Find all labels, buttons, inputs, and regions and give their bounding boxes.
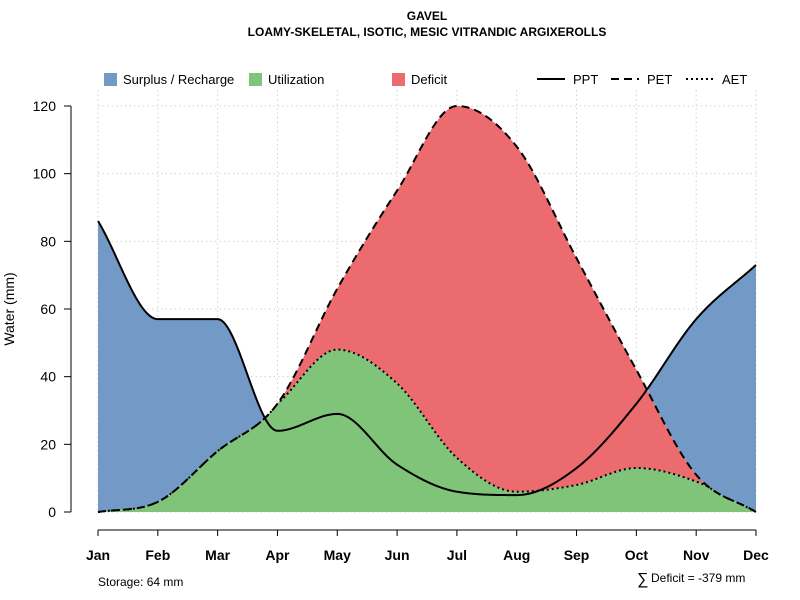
x-tick-label-oct: Oct (625, 547, 649, 563)
legend-label-utilization: Utilization (268, 72, 324, 87)
x-tick-label-feb: Feb (145, 547, 170, 563)
x-tick-label-jan: Jan (86, 547, 110, 563)
legend-label-aet: AET (722, 72, 747, 87)
axis-layer: 0 20 40 60 80 100 120 Jan Feb Mar Apr May Jun Jul Aug S… (33, 98, 769, 563)
y-tick-label-100: 100 (33, 166, 57, 182)
chart-subtitle: LOAMY-SKELETAL, ISOTIC, MESIC VITRANDIC … (248, 25, 607, 39)
x-tick-label-jun: Jun (385, 547, 410, 563)
x-tick-label-sep: Sep (564, 547, 590, 563)
legend-label-deficit: Deficit (411, 72, 448, 87)
deficit-area (98, 106, 756, 512)
y-tick-label-60: 60 (40, 301, 56, 317)
y-axis-label: Water (mm) (1, 272, 17, 345)
storage-annotation: Storage: 64 mm (98, 575, 183, 589)
legend-swatch-surplus-recharge (104, 73, 117, 86)
x-tick-label-may: May (324, 547, 351, 563)
area-layer (98, 106, 756, 512)
x-tick-label-nov: Nov (683, 547, 710, 563)
x-tick-label-dec: Dec (743, 547, 769, 563)
x-tick-label-mar: Mar (205, 547, 230, 563)
x-tick-label-jul: Jul (447, 547, 467, 563)
utilization-area (98, 349, 756, 512)
line-layer (97, 105, 757, 513)
series-line-aet (97, 348, 757, 513)
legend-label-surplus-recharge: Surplus / Recharge (123, 72, 234, 87)
surplus-area-1 (98, 221, 264, 512)
series-line-ppt (97, 220, 757, 497)
y-tick-label-0: 0 (48, 504, 56, 520)
y-tick-label-120: 120 (33, 98, 57, 114)
x-tick-label-apr: Apr (265, 547, 290, 563)
y-tick-label-80: 80 (40, 233, 56, 249)
legend-swatch-deficit (392, 73, 405, 86)
legend-label-pet: PET (647, 72, 672, 87)
sum-symbol: ∑ (637, 571, 648, 588)
y-tick-label-20: 20 (40, 436, 56, 452)
x-tick-label-aug: Aug (503, 547, 530, 563)
y-tick-label-40: 40 (40, 369, 56, 385)
legend: Surplus / Recharge Utilization Deficit PPT P… (104, 72, 747, 87)
legend-swatch-utilization (249, 73, 262, 86)
chart-title: GAVEL (407, 9, 447, 23)
series-line-pet (97, 105, 757, 513)
legend-label-ppt: PPT (573, 72, 598, 87)
deficit-annotation: Deficit = -379 mm (651, 571, 745, 585)
surplus-area-2 (648, 265, 756, 512)
